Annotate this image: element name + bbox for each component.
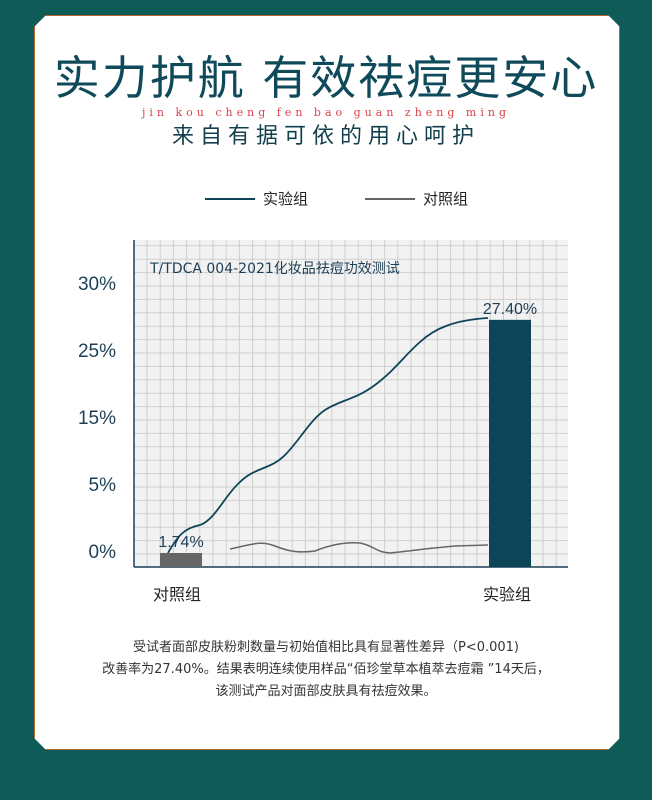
control-curve xyxy=(229,542,489,554)
x-category-label: 实验组 xyxy=(483,585,532,604)
legend-label: 实验组 xyxy=(263,190,309,208)
experiment-curve xyxy=(167,317,489,554)
legend-item-experiment: 实验组 xyxy=(205,188,308,209)
pinyin-overlay: jin kou cheng fen bao guan zheng ming xyxy=(142,106,510,119)
bar-data-label: 1.74% xyxy=(158,534,203,551)
y-tick-label: 15% xyxy=(77,408,116,429)
footnote-line: 改善率为27.40%。结果表明连续使用样品“佰珍堂草本植萃去痘霜 ”14天后， xyxy=(102,662,550,677)
bar-experiment xyxy=(489,319,531,567)
legend-label: 对照组 xyxy=(423,190,469,208)
bar-control xyxy=(160,553,202,567)
page-subtitle: 来自有据可依的用心呵护 xyxy=(171,124,480,149)
page-title: 实力护航 有效祛痘更安心 xyxy=(53,51,599,105)
footnote-line: 受试者面部皮肤粉刺数量与初始值相比具有显著性差异（P<0.001) xyxy=(132,640,520,655)
footnote: 受试者面部皮肤粉刺数量与初始值相比具有显著性差异（P<0.001) 改善率为27… xyxy=(40,637,612,703)
chart-title: T/TDCA 004-2021化妆品祛痘功效测试 xyxy=(149,261,400,277)
y-tick-label: 25% xyxy=(77,341,116,362)
y-tick-label: 0% xyxy=(88,542,116,563)
legend-line-experiment xyxy=(205,197,255,200)
y-tick-label: 30% xyxy=(77,274,116,295)
legend-item-control: 对照组 xyxy=(365,188,468,209)
y-tick-label: 5% xyxy=(88,475,116,496)
footnote-line: 该测试产品对面部皮肤具有祛痘效果。 xyxy=(215,684,437,699)
legend-line-control xyxy=(365,197,415,200)
x-category-label: 对照组 xyxy=(153,585,202,604)
bar-data-label: 27.40% xyxy=(483,301,537,318)
